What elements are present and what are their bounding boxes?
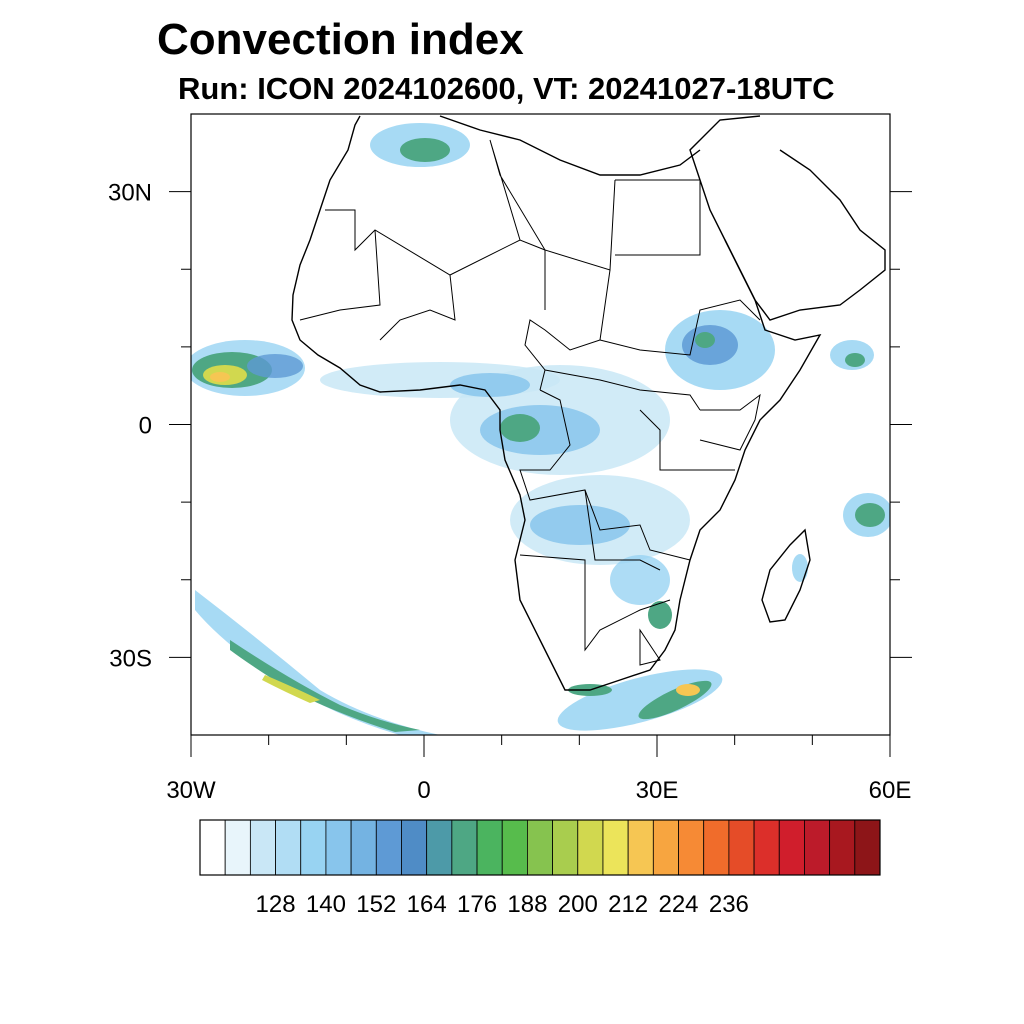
country-borders <box>299 139 761 666</box>
x-tick-label: 30W <box>166 777 216 804</box>
convection-blob-southern-africa <box>557 669 723 731</box>
convection-blob-indian-ocean <box>792 340 890 582</box>
colorbar-swatch <box>350 819 377 876</box>
plot-title: Convection index <box>157 15 524 64</box>
convection-field <box>191 123 890 735</box>
y-axis: 30N 0 30S <box>108 180 912 672</box>
colorbar-label: 164 <box>407 891 447 918</box>
colorbar-label: 236 <box>709 891 749 918</box>
madagascar-coastline <box>761 528 811 623</box>
colorbar: 128 140 152 164 176 188 200 212 224 236 <box>199 819 881 918</box>
convection-blob-tropical-africa <box>450 365 690 629</box>
x-axis: 30W 0 30E 60E <box>166 735 912 804</box>
colorbar-swatch <box>476 819 503 876</box>
colorbar-swatch <box>527 819 553 876</box>
colorbar-swatch <box>426 819 453 876</box>
plot-subtitle: Run: ICON 2024102600, VT: 20241027-18UTC <box>178 71 835 106</box>
colorbar-swatch <box>829 819 856 876</box>
colorbar-swatch <box>678 819 705 876</box>
colorbar-frame <box>199 819 881 876</box>
colorbar-swatch <box>627 819 654 876</box>
colorbar-swatch <box>652 819 679 876</box>
colorbar-swatch <box>325 819 352 876</box>
x-tick-label: 60E <box>869 777 912 804</box>
coastlines <box>291 115 886 691</box>
convection-blob-south-atlantic-front <box>195 590 440 735</box>
y-tick-label: 30S <box>109 645 152 672</box>
colorbar-swatch <box>753 819 780 876</box>
colorbar-swatch <box>703 819 730 876</box>
convection-blob-west-africa <box>320 362 560 398</box>
arabian-peninsula-coastline <box>724 149 886 321</box>
colorbar-label: 224 <box>658 891 698 918</box>
colorbar-label: 140 <box>306 891 346 918</box>
colorbar-swatch <box>249 819 276 876</box>
colorbar-swatch <box>552 819 579 876</box>
colorbar-swatch <box>501 819 528 876</box>
colorbar-label: 212 <box>608 891 648 918</box>
colorbar-swatch <box>778 819 805 876</box>
colorbar-swatch <box>199 819 226 876</box>
x-tick-label: 30E <box>636 777 679 804</box>
colorbar-label: 128 <box>256 891 296 918</box>
convection-blob-morocco <box>370 123 470 167</box>
colorbar-label: 176 <box>457 891 497 918</box>
convection-blob-atlantic-itcz <box>191 340 305 396</box>
colorbar-swatch <box>602 819 629 876</box>
colorbar-swatch <box>577 819 604 876</box>
colorbar-swatch <box>804 819 831 876</box>
convection-blob-ethiopia <box>665 310 775 390</box>
colorbar-label: 152 <box>356 891 396 918</box>
mediterranean-coastline <box>439 115 701 176</box>
colorbar-swatch <box>451 819 478 876</box>
colorbar-swatch <box>224 819 251 876</box>
colorbar-label: 200 <box>558 891 598 918</box>
colorbar-swatch <box>275 819 302 876</box>
colorbar-swatch <box>300 819 327 876</box>
x-tick-label: 0 <box>417 777 430 804</box>
colorbar-swatch <box>401 819 428 876</box>
y-tick-label: 30N <box>108 180 152 207</box>
africa-coastline <box>291 115 822 691</box>
colorbar-swatch <box>728 819 755 876</box>
colorbar-swatch <box>375 819 402 876</box>
colorbar-swatch <box>854 819 881 876</box>
colorbar-label: 188 <box>507 891 547 918</box>
y-tick-label: 0 <box>139 413 152 440</box>
